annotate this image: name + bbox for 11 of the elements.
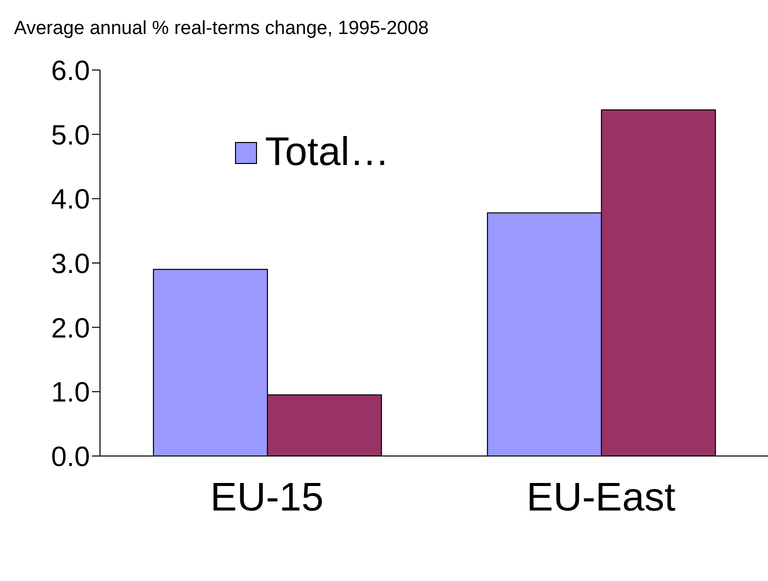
chart-title: Average annual % real-terms change, 1995-2008 xyxy=(14,18,429,40)
y-tick-label: 0.0 xyxy=(51,440,90,472)
y-tick-label: 2.0 xyxy=(51,312,90,344)
y-tick-label: 6.0 xyxy=(51,54,90,86)
y-tick-label: 4.0 xyxy=(51,184,90,215)
x-tick-label: EU-15 xyxy=(210,475,324,520)
y-tick-label: 3.0 xyxy=(51,248,90,279)
legend-label: Total… xyxy=(264,130,390,175)
y-tick-label: 1.0 xyxy=(51,376,90,408)
x-tick-label: EU-East xyxy=(526,475,676,520)
y-tick-label: 5.0 xyxy=(51,119,90,150)
